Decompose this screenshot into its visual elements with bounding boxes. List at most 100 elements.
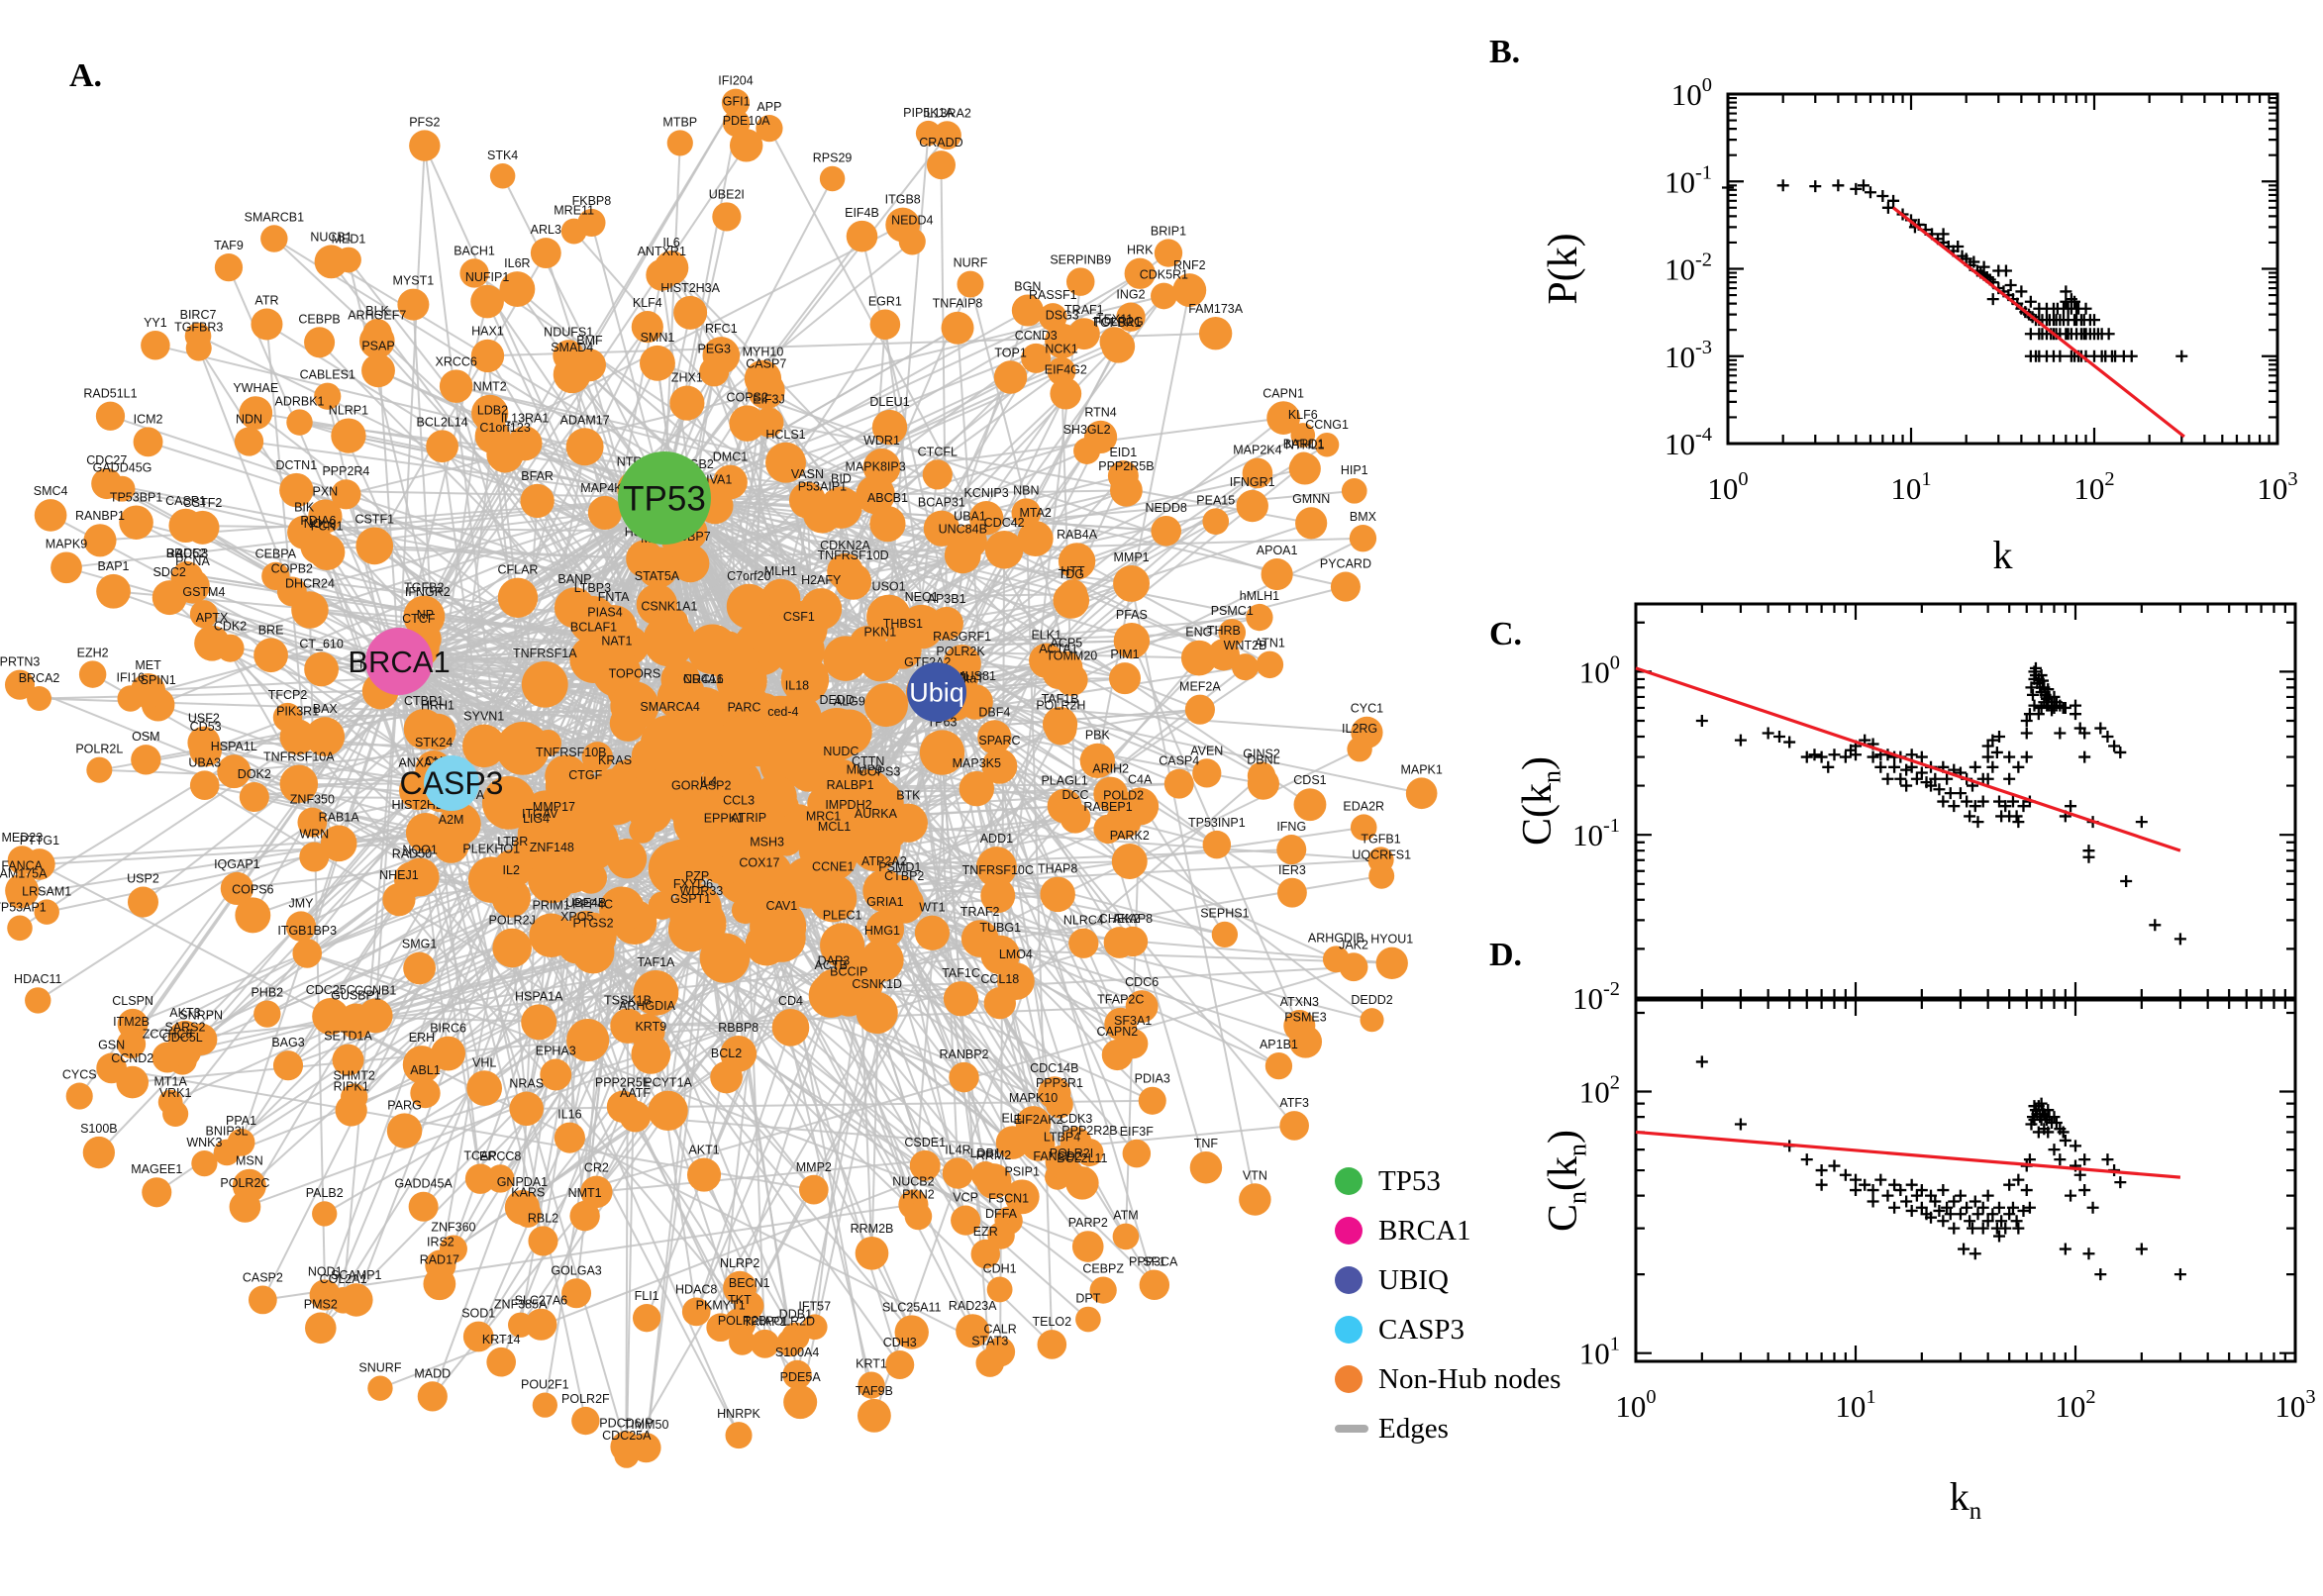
network-node-label: SMG1: [402, 938, 437, 951]
network-node-label: IFI16: [116, 670, 145, 684]
network-node-label: CDC14B: [1030, 1061, 1078, 1075]
network-node-label: TUBG1: [979, 921, 1021, 935]
network-node: [305, 717, 346, 756]
network-node-label: NOD1: [308, 1264, 343, 1278]
x-tick-label: 101: [1890, 468, 1931, 506]
network-node-label: MAP4K4: [580, 481, 629, 495]
network-node-label: TRAF1: [1064, 303, 1104, 317]
network-node-label: TNFRSF10C: [962, 863, 1034, 877]
network-node-label: SMARCA4: [640, 700, 699, 714]
network-node-label: RTN4: [1084, 406, 1116, 420]
network-node: [631, 1035, 671, 1074]
network-node-label: NLRP1: [329, 403, 368, 417]
network-node-label: TGFBR1: [1092, 316, 1141, 330]
network-node: [7, 915, 33, 942]
network-node: [291, 591, 329, 629]
network-node: [403, 595, 446, 638]
network-node: [470, 339, 505, 373]
x-axis-label: kn: [1950, 1474, 1982, 1525]
network-node: [260, 225, 288, 252]
network-node: [305, 532, 336, 562]
network-node: [492, 928, 532, 968]
network-node-label: LDB1: [970, 1147, 1001, 1160]
network-node-label: LIG4: [523, 812, 550, 826]
network-edge: [625, 679, 1073, 1456]
network-edge: [663, 417, 1284, 499]
network-node-label: WDR1: [863, 434, 900, 448]
x-tick-label: 103: [2257, 468, 2297, 506]
network-node: [1075, 1306, 1101, 1333]
network-edge: [593, 657, 1264, 785]
network-node-label: PRIM1: [532, 899, 569, 913]
network-edge: [330, 1015, 1001, 1353]
network-node: [860, 938, 904, 982]
network-node: [643, 614, 696, 667]
network-node-label: NQO1: [402, 843, 437, 856]
network-node-label: TFAP2C: [1097, 993, 1144, 1007]
network-node: [771, 1009, 810, 1047]
network-node: [856, 474, 895, 515]
network-node: [286, 409, 313, 436]
network-node-label: LMO4: [999, 948, 1033, 961]
network-node-label: POLR2G: [1093, 315, 1144, 329]
network-node: [1021, 343, 1052, 373]
network-node-label: PIAS4: [587, 606, 622, 620]
network-node: [34, 499, 67, 532]
network-node-label: MAGEE1: [131, 1162, 182, 1176]
network-node: [127, 886, 159, 918]
network-edge: [455, 385, 876, 496]
network-node-label: BID: [831, 471, 852, 485]
network-edge: [863, 782, 1179, 801]
network-node-label: PIM1: [1110, 648, 1139, 661]
network-edge: [940, 164, 949, 624]
network-node-label: POLD2: [1103, 788, 1144, 802]
network-node-label: BGN: [1014, 280, 1041, 294]
network-node-label: PIP5K1A: [903, 106, 954, 120]
network-node-label: HRH1: [421, 699, 454, 713]
network-node: [367, 1375, 393, 1401]
network-node-label: C4A: [1128, 773, 1153, 787]
network-node: [142, 1177, 172, 1208]
network-node: [747, 371, 785, 410]
network-node-label: MAPK9: [46, 537, 87, 550]
network-node-label: NUCB2: [892, 1175, 934, 1189]
network-node: [1042, 706, 1078, 743]
network-node-label: BARD1: [1283, 438, 1325, 451]
network-node-label: TAF1C: [942, 966, 980, 980]
network-node-label: CTGF: [568, 768, 602, 782]
network-node-label: NBN: [1013, 483, 1039, 497]
network-node: [1108, 662, 1141, 695]
network-node-label: ARHGDIA: [619, 999, 676, 1013]
network-node: [1163, 768, 1194, 799]
node-swatch-icon: [1335, 1266, 1363, 1294]
network-node-label: IL6: [662, 236, 679, 249]
network-node: [772, 625, 825, 676]
network-node-label: VTN: [1243, 1168, 1267, 1182]
network-node-label: NLRP2: [720, 1256, 759, 1270]
network-node-label: TRAF2: [960, 905, 1000, 919]
network-node-label: hMLH1: [1240, 589, 1279, 603]
network-node-label: FSCN1: [988, 1192, 1029, 1206]
network-node: [116, 1029, 147, 1059]
network-node-label: IQGAP1: [214, 857, 260, 871]
network-node-label: ZNF350: [290, 793, 335, 807]
network-node-label: NUCB1: [310, 230, 352, 244]
network-node-label: COL2A1: [320, 1272, 367, 1286]
network-node-label: CDKN2A: [820, 539, 870, 552]
network-node-label: AURKA: [855, 807, 898, 821]
network-node-label: IL4: [700, 775, 717, 789]
network-node: [189, 600, 218, 629]
network-node-label: IRS2: [427, 1235, 454, 1248]
network-node: [858, 640, 901, 682]
network-node: [253, 638, 288, 673]
network-node-label: AKT1: [688, 1144, 719, 1157]
network-node-label: HRK: [1127, 244, 1154, 257]
network-node-label: PZP: [685, 869, 709, 883]
network-edge: [501, 175, 665, 499]
network-edge: [398, 145, 748, 662]
network-node-label: IL4R: [945, 1143, 970, 1156]
network-node-label: SNURF: [358, 1360, 401, 1374]
network-node: [863, 682, 909, 728]
network-node: [734, 1291, 764, 1321]
network-node-label: COPB2: [271, 562, 313, 576]
